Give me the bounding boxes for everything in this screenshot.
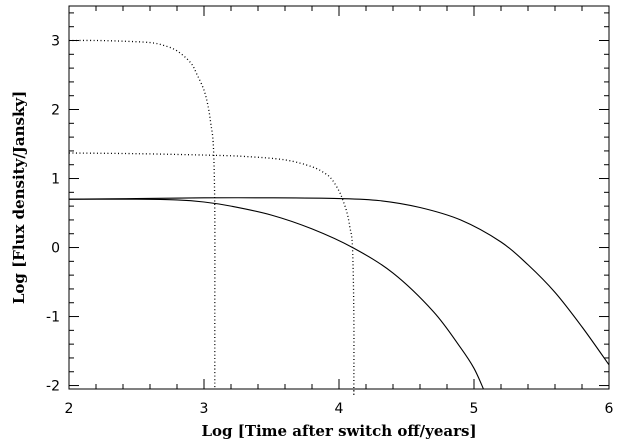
series-line-2-dotted: [68, 152, 355, 395]
series-line-4-solid: [68, 198, 484, 390]
y-tick-label: -1: [46, 310, 60, 326]
plot-frame: [68, 5, 610, 390]
x-tick-label: 2: [65, 401, 74, 417]
series-lines: [68, 39, 610, 395]
series-line-3-solid: [68, 197, 610, 366]
y-axis-label: Log [Flux density/Jansky]: [10, 91, 28, 304]
y-tick-label: -2: [46, 379, 60, 395]
y-tick-label: 1: [51, 172, 60, 188]
y-tick-label: 3: [51, 34, 60, 50]
x-axis-label: Log [Time after switch off/years]: [201, 422, 476, 440]
x-tick-label: 4: [335, 401, 344, 417]
y-tick-label: 0: [51, 241, 60, 257]
plot-frame-rect: [68, 5, 610, 390]
y-axis-ticks: -2 -1 0 1 2 3: [46, 12, 609, 395]
x-axis-ticks: 2 3 4 5 6: [65, 6, 614, 417]
x-tick-label: 3: [200, 401, 209, 417]
y-tick-label: 2: [51, 103, 60, 119]
x-tick-label: 6: [605, 401, 614, 417]
series-line-1-dotted: [68, 39, 216, 389]
x-tick-label: 5: [470, 401, 479, 417]
